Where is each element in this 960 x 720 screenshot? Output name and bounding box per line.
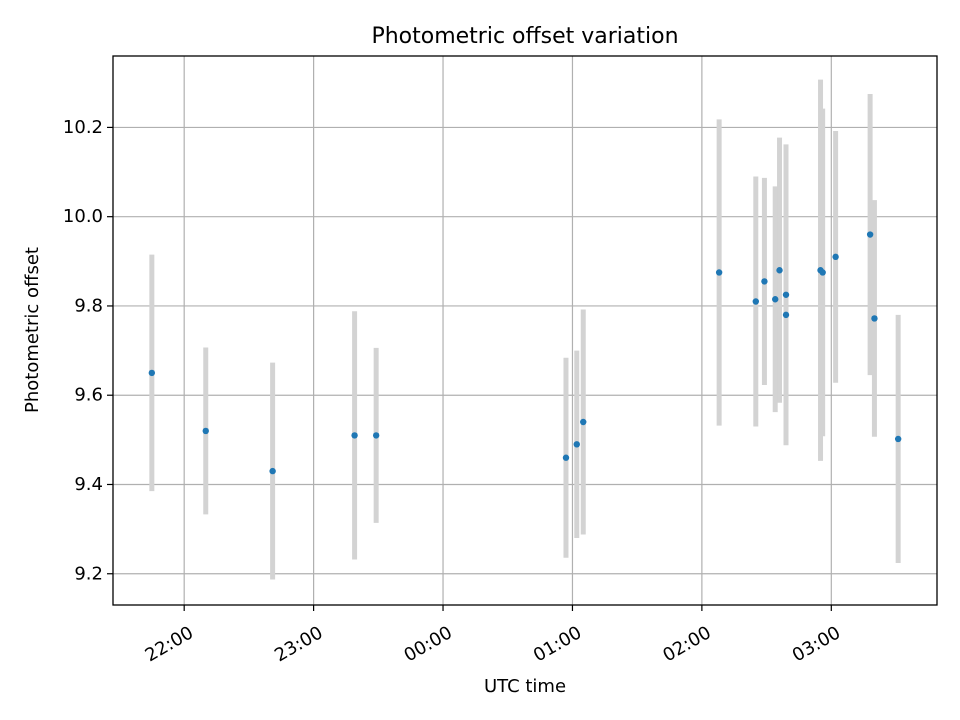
data-point [752,298,760,305]
data-point [782,291,790,298]
data-point [832,253,839,261]
data-point [871,315,878,322]
y-axis-title: Photometric offset [22,247,43,413]
data-point [372,432,380,439]
data-point [573,441,580,448]
grid-layer [113,56,937,605]
data-point [776,267,783,274]
plot-frame [112,55,938,606]
data-point [715,269,723,276]
y-tick-label: 9.2 [74,563,103,584]
y-tick-label: 10.0 [63,206,103,227]
data-point [782,311,790,319]
data-point [580,418,587,426]
data-point [772,296,779,303]
data-point [866,231,874,238]
point-layer [148,231,902,475]
data-point [894,435,902,443]
data-point [269,467,276,475]
y-tick-label: 9.8 [74,295,103,316]
data-point [761,278,768,285]
y-tick-label: 9.4 [74,474,103,495]
chart-title: Photometric offset variation [371,24,678,49]
data-point [202,427,209,435]
x-axis-title: UTC time [484,676,566,697]
data-point [351,432,358,439]
data-point [148,369,156,377]
data-point [819,269,826,276]
y-tick-label: 9.6 [74,385,103,406]
data-point [562,454,570,461]
y-tick-label: 10.2 [63,117,103,138]
